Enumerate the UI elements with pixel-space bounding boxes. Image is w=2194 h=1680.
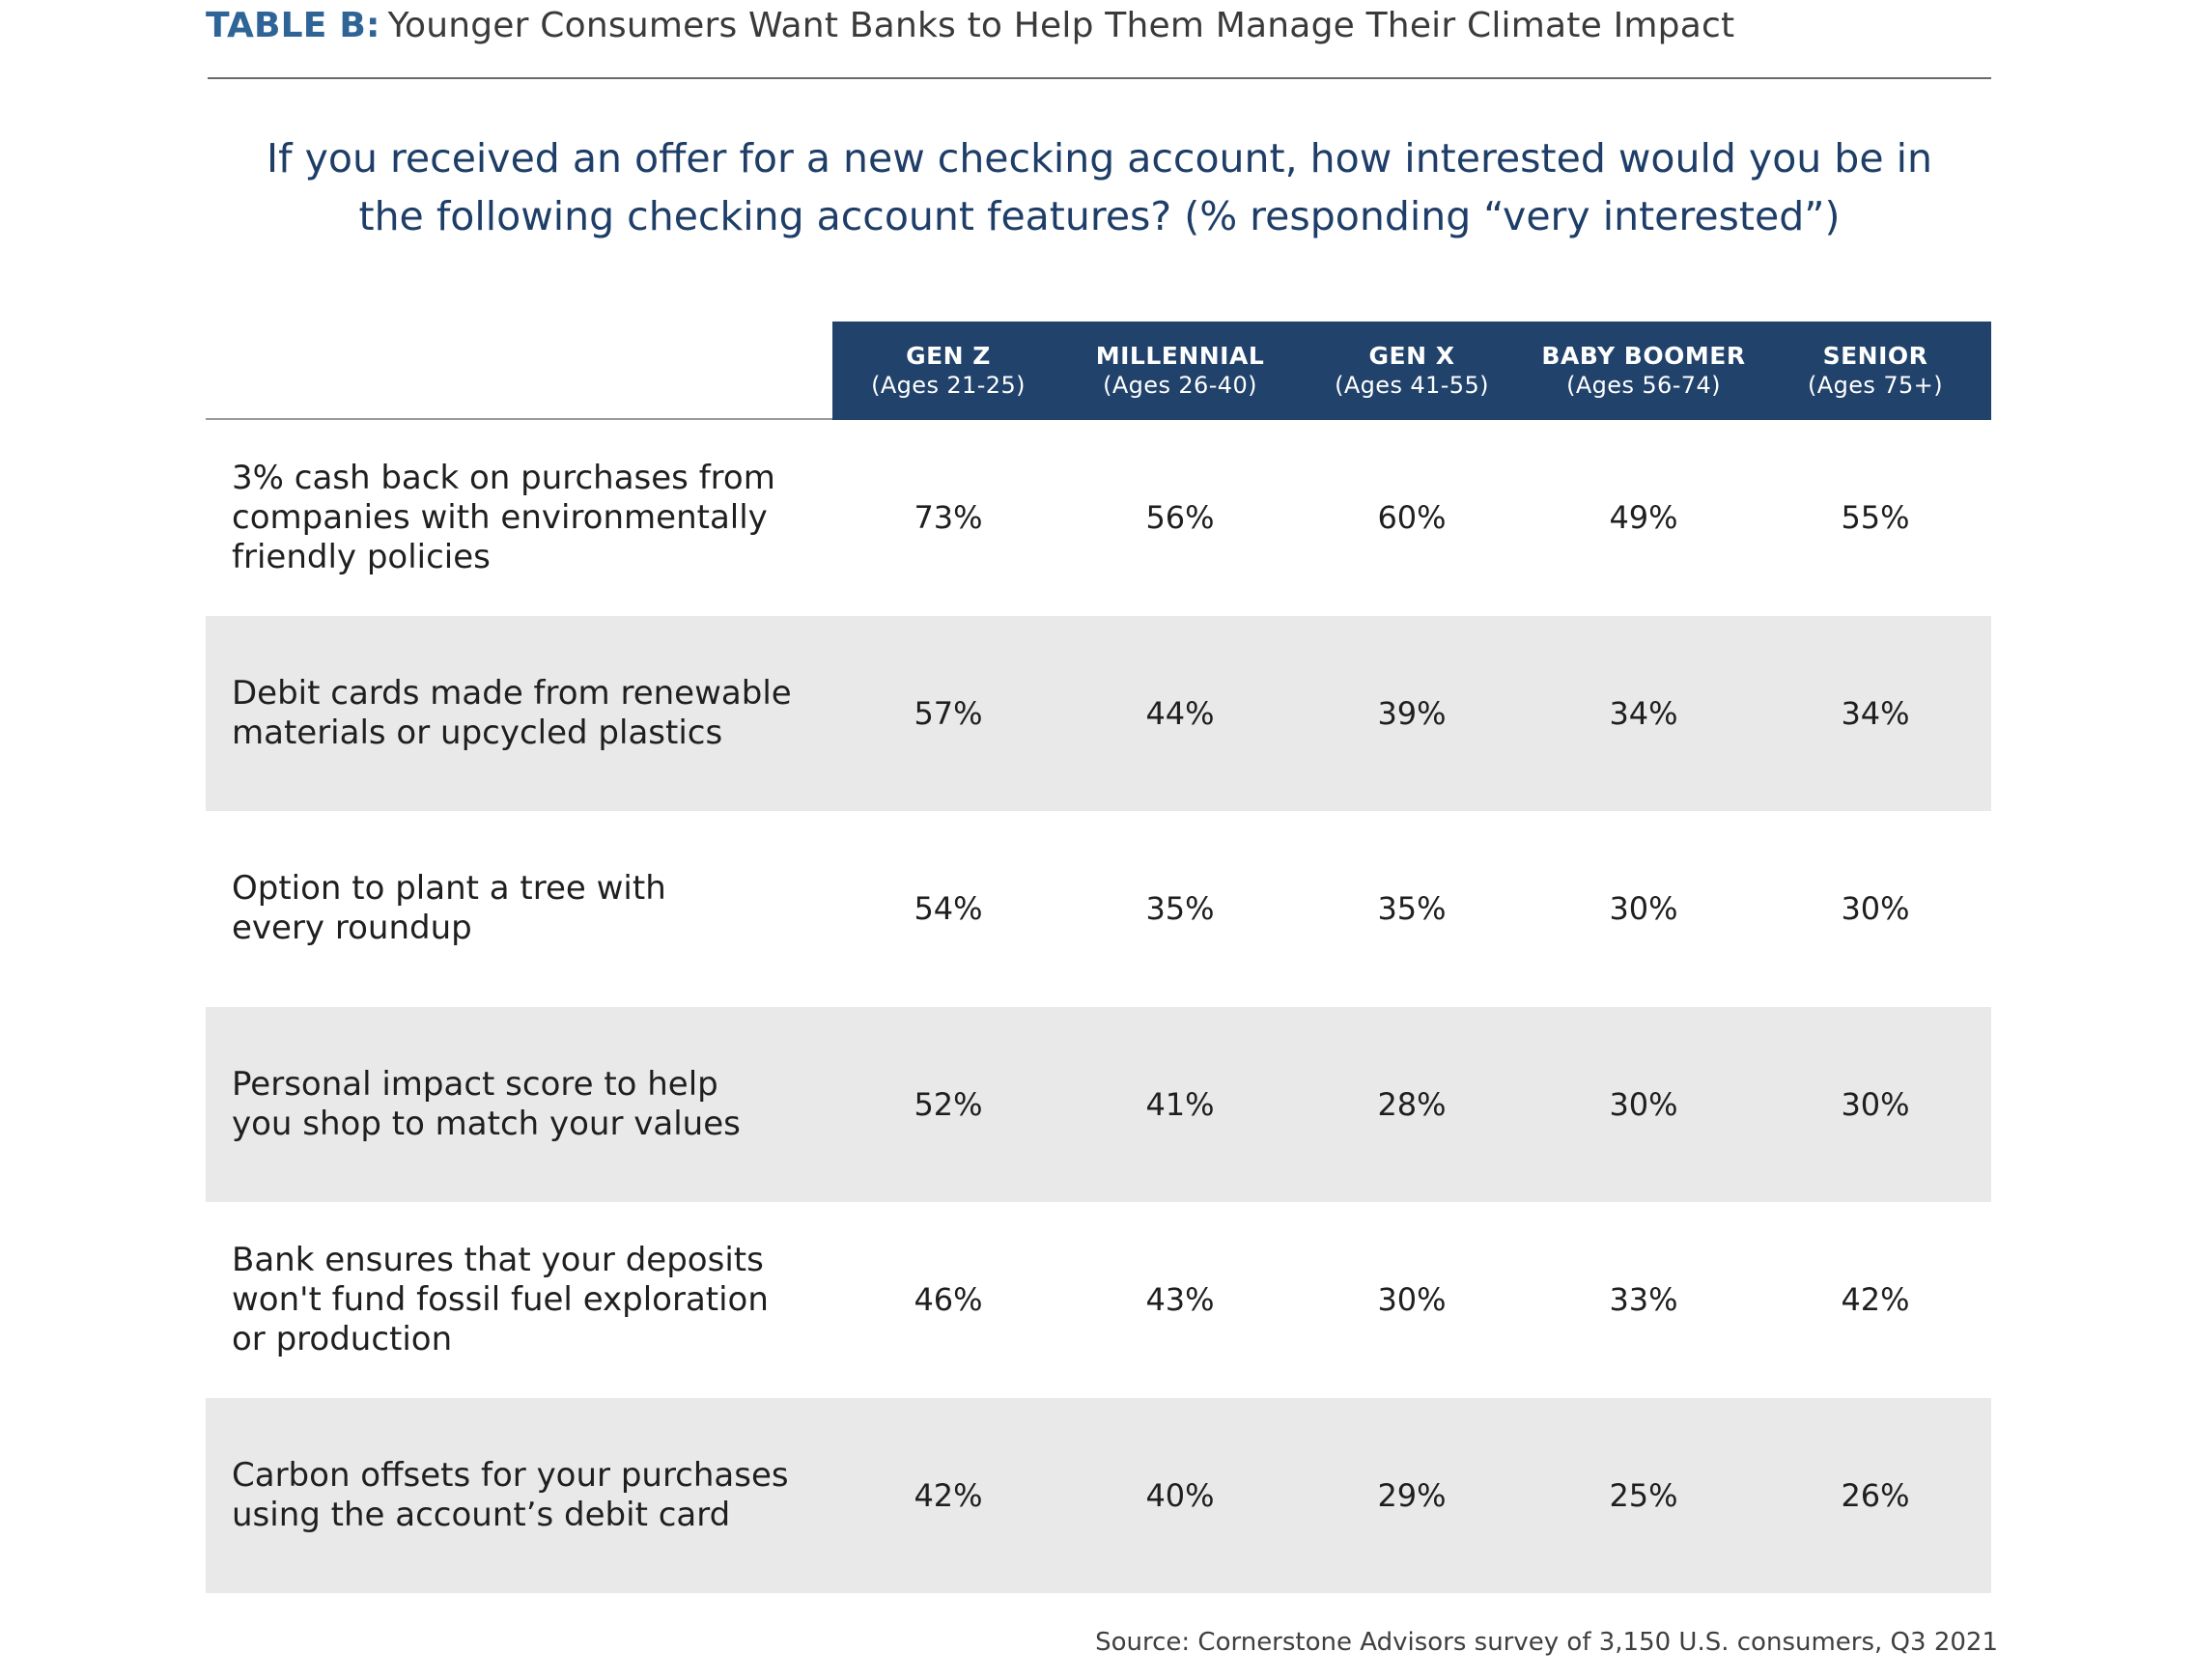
row-label: 3% cash back on purchases from companies… bbox=[206, 459, 832, 577]
row-label: Carbon offsets for your purchases using … bbox=[206, 1456, 832, 1535]
column-name: GEN X bbox=[1368, 342, 1455, 370]
cell-senior: 55% bbox=[1841, 499, 1910, 537]
cell-millennial: 44% bbox=[1145, 694, 1215, 732]
table-title: TABLE B: Younger Consumers Want Banks to … bbox=[206, 4, 1734, 48]
column-header-millennial: MILLENNIAL (Ages 26-40) bbox=[1064, 322, 1296, 420]
cell-baby-boomer: 30% bbox=[1609, 890, 1678, 928]
column-header-gen-x: GEN X (Ages 41-55) bbox=[1296, 322, 1528, 420]
table-body: 3% cash back on purchases from companies… bbox=[206, 420, 1991, 1593]
cell-gen-x: 29% bbox=[1377, 1476, 1447, 1514]
cell-millennial: 43% bbox=[1145, 1281, 1215, 1319]
column-name: SENIOR bbox=[1822, 342, 1928, 370]
cell-millennial: 56% bbox=[1145, 499, 1215, 537]
cell-senior: 34% bbox=[1841, 694, 1910, 732]
table-row: Option to plant a tree with every roundu… bbox=[206, 811, 1991, 1007]
row-label-line: or production bbox=[232, 1319, 453, 1358]
cell-gen-x: 39% bbox=[1377, 694, 1447, 732]
cell-senior: 42% bbox=[1841, 1281, 1910, 1319]
title-divider bbox=[208, 77, 1991, 79]
cell-gen-z: 73% bbox=[914, 499, 983, 537]
row-label-line: every roundup bbox=[232, 909, 472, 948]
column-header-gen-z: GEN Z (Ages 21-25) bbox=[832, 322, 1064, 420]
row-label-line: won't fund fossil fuel exploration bbox=[232, 1279, 769, 1319]
column-ages: (Ages 21-25) bbox=[871, 372, 1026, 399]
cell-gen-x: 30% bbox=[1377, 1281, 1447, 1319]
cell-gen-z: 54% bbox=[914, 890, 983, 928]
cell-millennial: 40% bbox=[1145, 1476, 1215, 1514]
column-name: BABY BOOMER bbox=[1541, 342, 1746, 370]
table-row: Debit cards made from renewable material… bbox=[206, 615, 1991, 811]
column-ages: (Ages 41-55) bbox=[1335, 372, 1489, 399]
column-name: MILLENNIAL bbox=[1095, 342, 1265, 370]
row-label-line: Debit cards made from renewable bbox=[232, 673, 792, 713]
table-row: Bank ensures that your deposits won't fu… bbox=[206, 1202, 1991, 1398]
column-header-baby-boomer: BABY BOOMER (Ages 56-74) bbox=[1528, 322, 1759, 420]
row-label-line: Bank ensures that your deposits bbox=[232, 1240, 764, 1279]
cell-baby-boomer: 30% bbox=[1609, 1085, 1678, 1123]
row-label-line: using the account’s debit card bbox=[232, 1495, 731, 1534]
row-label-line: friendly policies bbox=[232, 537, 491, 576]
table-row: Carbon offsets for your purchases using … bbox=[206, 1397, 1991, 1593]
column-ages: (Ages 75+) bbox=[1808, 372, 1943, 399]
row-label-line: companies with environmentally bbox=[232, 497, 768, 537]
question-line-2: the following checking account features?… bbox=[358, 193, 1841, 239]
cell-senior: 30% bbox=[1841, 1085, 1910, 1123]
table-row: 3% cash back on purchases from companies… bbox=[206, 420, 1991, 616]
cell-gen-z: 57% bbox=[914, 694, 983, 732]
row-label: Bank ensures that your deposits won't fu… bbox=[206, 1241, 832, 1359]
cell-senior: 30% bbox=[1841, 890, 1910, 928]
column-header-senior: SENIOR (Ages 75+) bbox=[1759, 322, 1991, 420]
cell-baby-boomer: 25% bbox=[1609, 1476, 1678, 1514]
cell-baby-boomer: 49% bbox=[1609, 499, 1678, 537]
column-name: GEN Z bbox=[906, 342, 991, 370]
column-ages: (Ages 26-40) bbox=[1103, 372, 1257, 399]
cell-millennial: 41% bbox=[1145, 1085, 1215, 1123]
row-label: Debit cards made from renewable material… bbox=[206, 674, 832, 753]
cell-baby-boomer: 33% bbox=[1609, 1281, 1678, 1319]
table-title-text: Younger Consumers Want Banks to Help The… bbox=[387, 6, 1735, 45]
cell-gen-z: 52% bbox=[914, 1085, 983, 1123]
question-line-1: If you received an offer for a new check… bbox=[267, 135, 1932, 182]
source-note: Source: Cornerstone Advisors survey of 3… bbox=[1095, 1628, 1998, 1657]
cell-gen-z: 46% bbox=[914, 1281, 983, 1319]
survey-question: If you received an offer for a new check… bbox=[208, 129, 1991, 245]
header-divider bbox=[206, 418, 832, 420]
row-label-line: 3% cash back on purchases from bbox=[232, 458, 775, 497]
table-row: Personal impact score to help you shop t… bbox=[206, 1006, 1991, 1202]
row-label-line: you shop to match your values bbox=[232, 1104, 741, 1143]
row-label: Option to plant a tree with every roundu… bbox=[206, 869, 832, 948]
cell-gen-x: 35% bbox=[1377, 890, 1447, 928]
row-label-line: materials or upcycled plastics bbox=[232, 713, 723, 752]
cell-baby-boomer: 34% bbox=[1609, 694, 1678, 732]
row-label-line: Option to plant a tree with bbox=[232, 869, 666, 909]
column-ages: (Ages 56-74) bbox=[1566, 372, 1721, 399]
row-label-line: Carbon offsets for your purchases bbox=[232, 1455, 789, 1495]
cell-senior: 26% bbox=[1841, 1476, 1910, 1514]
row-label-line: Personal impact score to help bbox=[232, 1064, 718, 1104]
table-label: TABLE B: bbox=[206, 6, 380, 45]
cell-gen-x: 28% bbox=[1377, 1085, 1447, 1123]
table-header: GEN Z (Ages 21-25) MILLENNIAL (Ages 26-4… bbox=[832, 322, 1991, 420]
cell-millennial: 35% bbox=[1145, 890, 1215, 928]
row-label: Personal impact score to help you shop t… bbox=[206, 1065, 832, 1144]
cell-gen-z: 42% bbox=[914, 1476, 983, 1514]
cell-gen-x: 60% bbox=[1377, 499, 1447, 537]
